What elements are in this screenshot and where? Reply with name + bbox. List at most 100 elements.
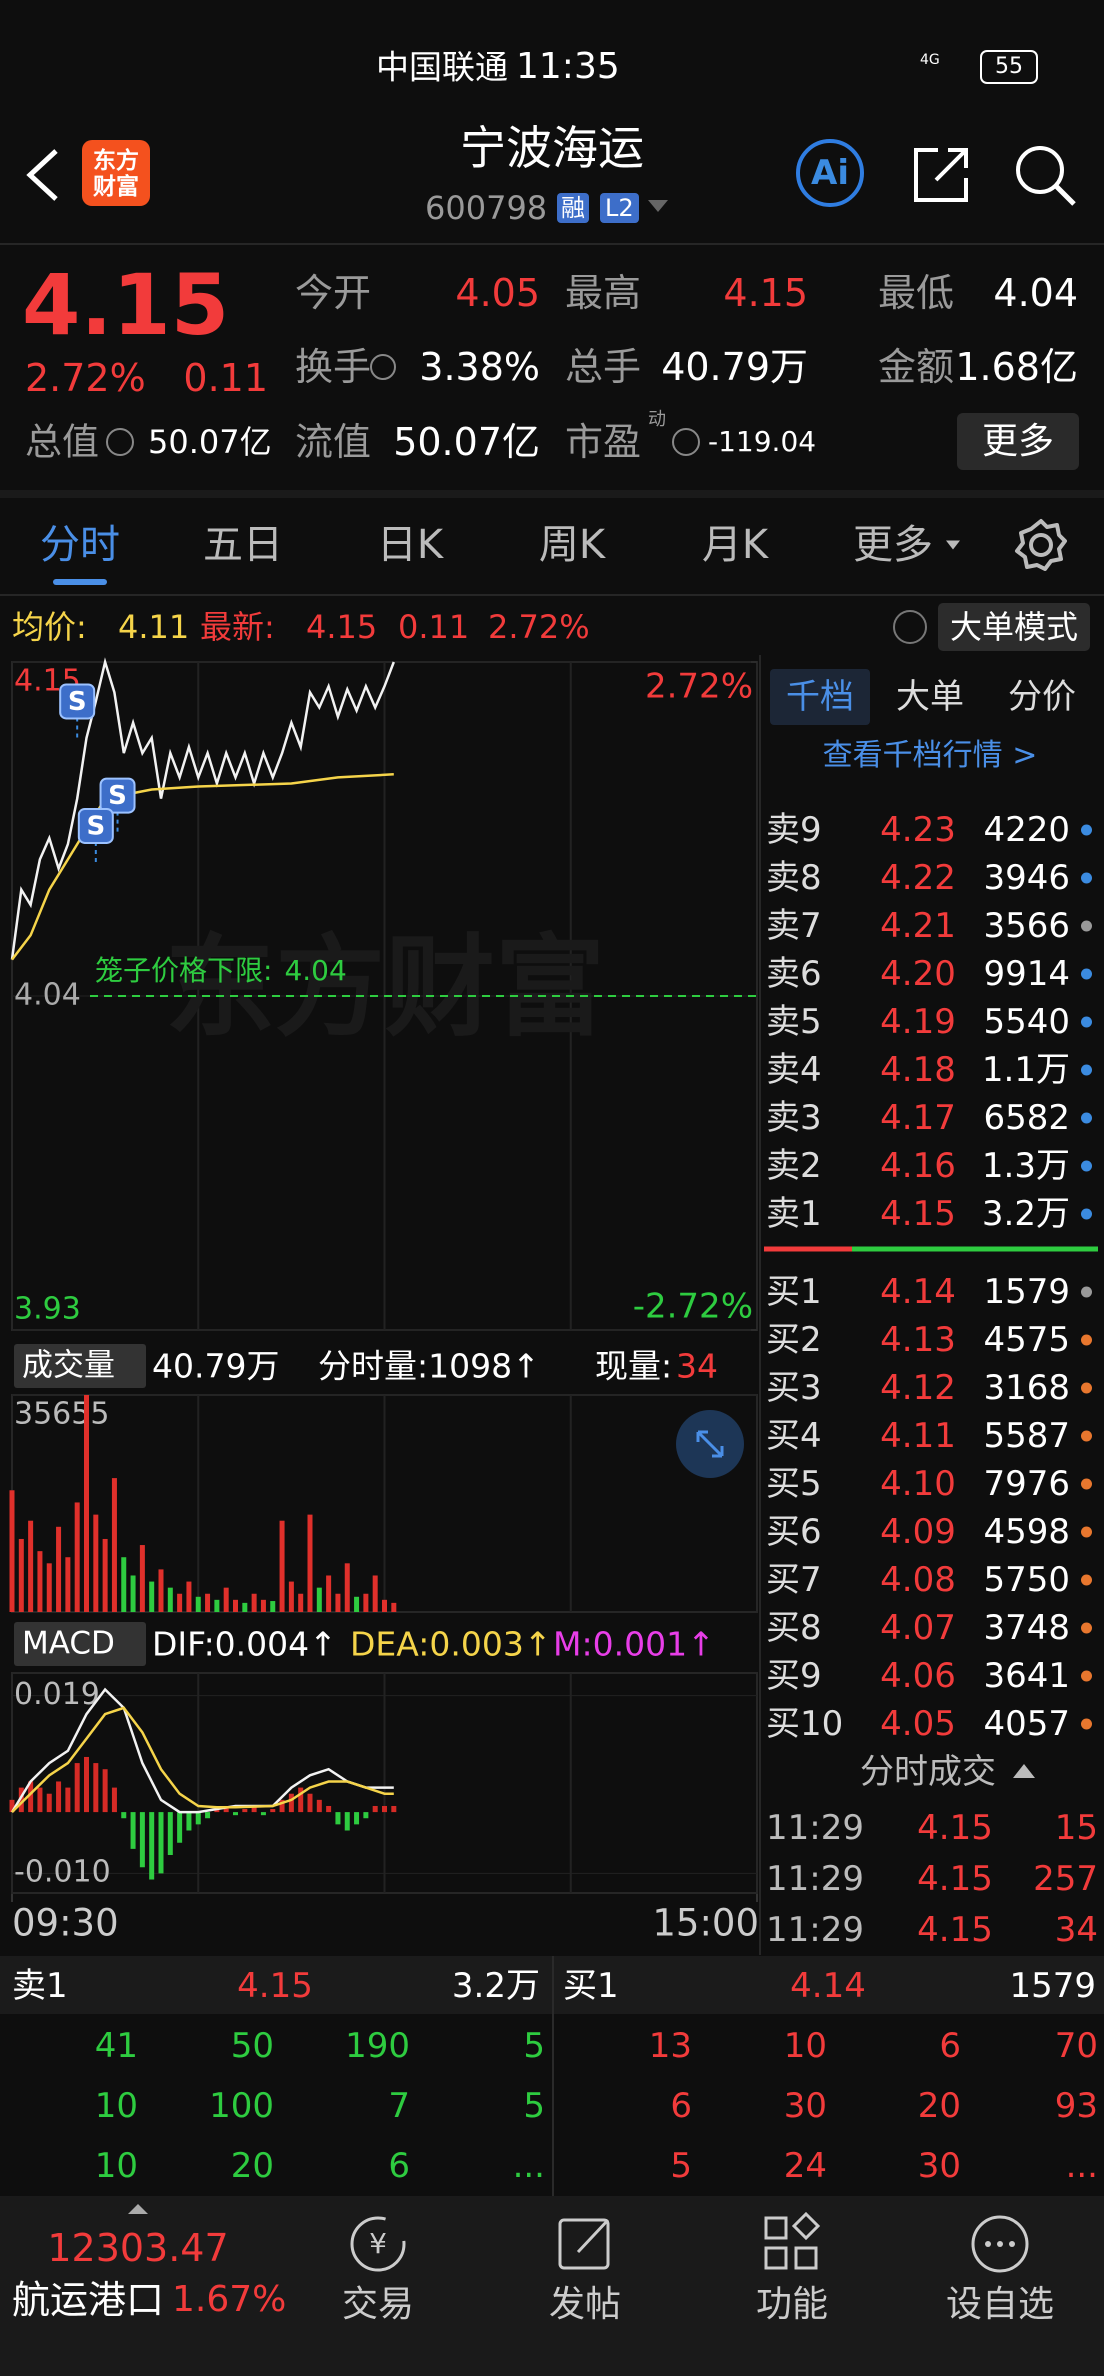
field-label: 总值 [25,420,99,464]
book-tab[interactable]: 大单 [896,677,964,717]
nav-label[interactable]: 设自选 [945,2284,1055,2325]
nav-label[interactable]: 功能 [755,2284,829,2325]
volume-bar [223,1587,229,1612]
divider [0,594,1104,596]
book-label: 买1 [766,1272,822,1312]
logo-text: 东方财富 [93,148,139,200]
info-icon[interactable] [106,428,134,456]
queue-item: 13 [648,2026,692,2066]
divider [759,655,761,1955]
sort-caret[interactable] [1013,1762,1035,1778]
trade-mark [77,807,114,844]
queue-item: 5 [523,2086,545,2126]
book-tab[interactable]: 千档 [786,677,854,717]
volume-bar [270,1601,276,1612]
info-icon[interactable] [672,428,700,456]
queue-item: 5 [523,2026,545,2066]
tab[interactable]: 更多 [853,522,933,568]
book-dot [1081,1718,1092,1730]
dif: DIF:0.004↑ [152,1624,337,1664]
volume-bar [158,1569,164,1612]
book-dot [1081,824,1092,836]
index-value[interactable]: 12303.47 [47,2226,229,2270]
macd-bar [56,1781,62,1813]
volume-bar [74,1502,80,1612]
book-dot [1081,1334,1092,1346]
volume-bar [37,1551,43,1612]
volume-bar [177,1593,183,1612]
share-button[interactable] [908,142,974,208]
macd-bar [139,1812,145,1868]
macd-bar [298,1787,304,1813]
back-button[interactable] [20,145,65,205]
book-volume: 1579 [983,1272,1070,1312]
tab[interactable]: 周K [538,522,606,568]
book-price: 4.07 [880,1608,956,1648]
guide-label-value: 4.04 [284,954,346,987]
index-name[interactable]: 航运港口 [12,2278,165,2322]
index-change[interactable]: 1.67% [172,2279,287,2320]
ai-button[interactable]: Ai [796,139,864,207]
trade-time: 11:29 [766,1910,864,1950]
macd-bar [177,1812,183,1843]
badge: 融 [557,193,589,223]
book-volume: 3566 [983,906,1070,946]
book-dot [1081,872,1092,884]
search-button[interactable] [1012,142,1078,208]
logo[interactable]: 东方财富 [82,140,150,206]
volume-bar [391,1602,397,1612]
trade-mark-label: S [86,811,105,841]
field-value: 4.05 [455,271,540,315]
queue-item: 10 [783,2026,827,2066]
macd-bar [93,1763,99,1813]
book-volume: 7976 [983,1464,1070,1504]
book-label: 买8 [766,1608,822,1648]
expand-button[interactable] [674,1408,746,1480]
book-link[interactable]: 查看千档行情 > [822,738,1038,773]
mode-button[interactable]: 大单模式 [938,603,1091,651]
spread-bar [852,1246,1098,1252]
macd-bar [372,1805,378,1813]
volume-bar [111,1478,117,1612]
book-price: 4.12 [880,1368,956,1408]
book-label: 卖2 [766,1146,822,1186]
more-button[interactable]: 更多 [957,413,1079,470]
book-label: 卖5 [766,1002,822,1042]
volume-bar [149,1581,155,1612]
field-label: 市盈 [565,420,642,464]
book-dot [1081,1160,1092,1172]
tab[interactable]: 分时 [40,522,120,568]
queue-item: 100 [209,2086,274,2126]
y-tick-label: -0.010 [14,1855,111,1890]
volume-selector[interactable]: 成交量 [14,1344,146,1388]
book-label: 卖1 [766,1194,822,1234]
last-change: 0.11 [398,608,470,646]
book-dot [1081,1208,1092,1220]
settings-button[interactable] [1014,518,1068,572]
macd-bar [223,1805,229,1813]
book-tab[interactable]: 分价 [1008,677,1076,717]
book-price: 4.11 [880,1416,956,1456]
nav-label[interactable]: 发帖 [548,2284,622,2325]
macd-bar [344,1812,350,1831]
book-volume: 3946 [983,858,1070,898]
macd-bar [65,1787,71,1813]
nav-label[interactable]: 交易 [341,2284,415,2325]
macd-bar [9,1799,15,1813]
volume-bar [344,1563,350,1612]
trades-title[interactable]: 分时成交 [860,1752,996,1792]
tab[interactable]: 日K [376,522,444,568]
book-dot [1081,1016,1092,1028]
tab[interactable]: 月K [701,522,769,568]
volume-total: 40.79万 [152,1346,280,1386]
tab[interactable]: 五日 [203,522,283,568]
book-price: 4.18 [880,1050,956,1090]
help-icon[interactable] [893,610,927,644]
trade-volume: 15 [1054,1808,1098,1848]
volume-bar [214,1599,220,1612]
info-icon[interactable] [370,354,396,380]
book-label: 卖4 [766,1050,822,1090]
y-tick-label: 4.04 [14,978,81,1013]
macd-selector[interactable]: MACD [14,1622,146,1666]
queue-item: 93 [1054,2086,1098,2126]
